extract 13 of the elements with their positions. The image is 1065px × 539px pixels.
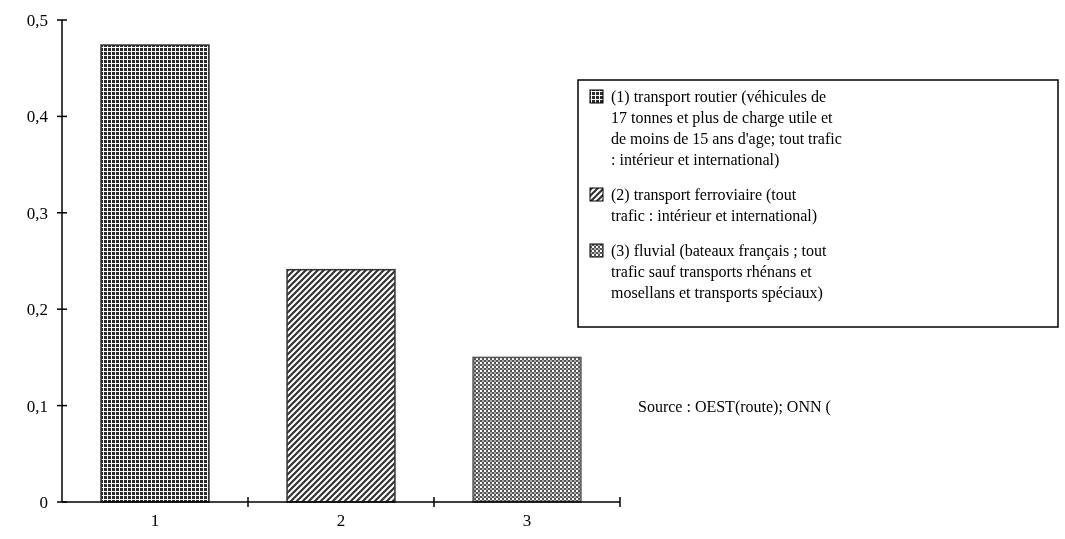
y-tick-label: 0 — [39, 492, 48, 512]
source-note: Source : OEST(route); ONN ( — [638, 398, 831, 416]
y-tick-label: 0,5 — [26, 10, 48, 30]
x-tick-label: 2 — [336, 511, 346, 530]
legend-label: (3) fluvial (bateaux français ; tout trafic sauf transports rhénans et mosellans et transports spéciaux) — [611, 242, 828, 302]
y-tick-label: 0,2 — [26, 300, 48, 320]
y-tick-label: 0,3 — [26, 203, 48, 223]
x-tick-label: 1 — [150, 511, 160, 530]
legend-label: (1) transport routier (véhicules de 17 tonnes et plus de charge utile et de moins de 15 ans d'age; tout trafic : intérieur et international) — [611, 88, 842, 169]
x-tick-label: 3 — [522, 511, 532, 530]
y-tick-label: 0,1 — [26, 396, 48, 416]
legend-label: (2) transport ferroviaire (tout trafic : intérieur et international) — [611, 186, 818, 225]
y-tick-label: 0,4 — [26, 107, 49, 127]
